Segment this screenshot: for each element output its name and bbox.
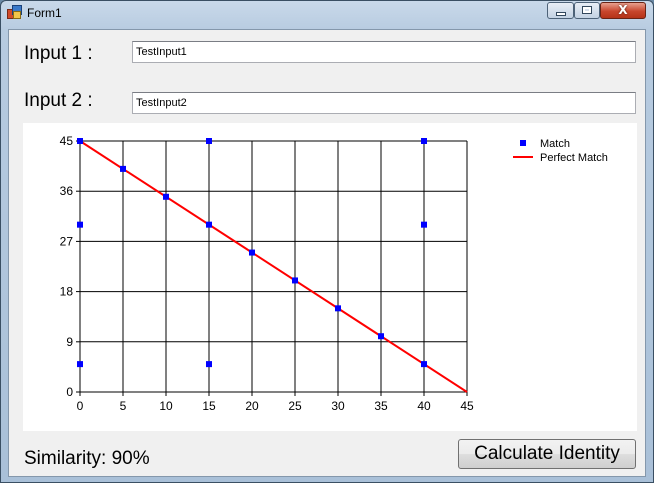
x-tick-label: 40: [417, 399, 431, 413]
x-tick-label: 0: [77, 399, 84, 413]
maximize-button[interactable]: [574, 2, 600, 19]
legend-marker-match: [520, 140, 526, 146]
match-point: [77, 221, 83, 228]
chart-svg: 0 5 10 15 20 25 30 35 40 45 0 9 18 27 36 45 Match Perfect…: [60, 134, 608, 413]
y-tick-label: 36: [60, 184, 74, 198]
y-tick-label: 27: [60, 234, 74, 248]
match-point: [421, 221, 427, 228]
input1-label: Input 1 :: [24, 43, 93, 64]
match-point: [206, 361, 212, 368]
match-point: [77, 138, 83, 144]
legend-label: Perfect Match: [540, 152, 608, 164]
window-title: Form1: [27, 6, 62, 20]
x-tick-label: 45: [460, 399, 474, 413]
close-icon: X: [618, 3, 628, 17]
x-tick-label: 15: [202, 399, 216, 413]
x-tick-label: 30: [331, 399, 345, 413]
input2-field[interactable]: [132, 92, 636, 114]
match-point: [292, 277, 298, 284]
y-tick-label: 9: [66, 335, 73, 349]
match-point: [421, 138, 427, 144]
minimize-icon: [557, 13, 565, 15]
x-tick-label: 35: [374, 399, 388, 413]
match-point: [206, 138, 212, 144]
match-point: [335, 305, 341, 312]
form-client-area: Input 1 : Input 2 : 0 5 10 15 20 25 30 35 40 45 0 9…: [8, 29, 646, 477]
match-point: [77, 361, 83, 368]
x-tick-label: 20: [245, 399, 259, 413]
x-tick-label: 10: [159, 399, 173, 413]
y-tick-label: 45: [60, 134, 74, 148]
match-point: [163, 193, 169, 200]
input1-field[interactable]: [132, 41, 636, 63]
app-icon: [7, 5, 22, 19]
maximize-icon: [583, 7, 591, 13]
perfect-match-line: [79, 140, 468, 393]
match-point: [249, 249, 255, 256]
match-point: [120, 165, 126, 172]
x-tick-label: 5: [120, 399, 127, 413]
match-point: [378, 333, 384, 340]
y-tick-label: 0: [66, 385, 73, 399]
close-button[interactable]: X: [600, 2, 646, 19]
similarity-chart: 0 5 10 15 20 25 30 35 40 45 0 9 18 27 36 45 Match Perfect…: [23, 123, 637, 431]
calculate-identity-button[interactable]: Calculate Identity: [458, 439, 636, 469]
input2-label: Input 2 :: [24, 90, 93, 111]
legend-label: Match: [540, 138, 570, 150]
y-tick-label: 18: [60, 285, 74, 299]
similarity-label: Similarity: 90%: [24, 448, 150, 469]
match-point: [206, 221, 212, 228]
match-point: [421, 361, 427, 368]
minimize-button[interactable]: [547, 2, 574, 19]
x-tick-label: 25: [288, 399, 302, 413]
title-bar[interactable]: Form1 X: [1, 1, 653, 25]
